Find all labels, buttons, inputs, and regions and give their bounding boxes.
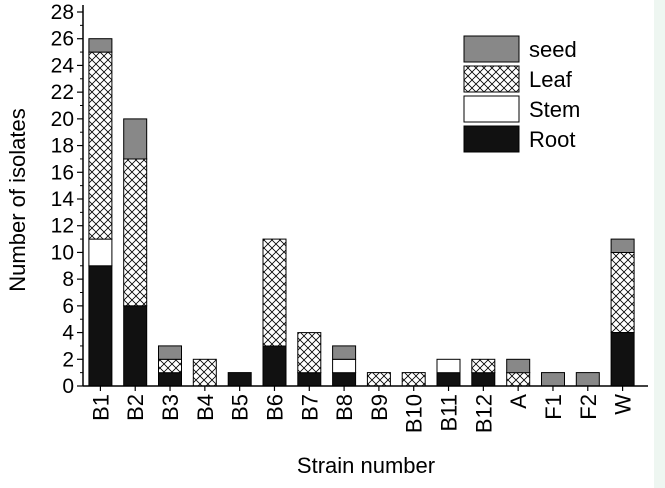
- bar-W-seed: [610, 238, 635, 254]
- x-tick-label-B2: B2: [123, 394, 148, 421]
- x-tick-label-B12: B12: [471, 394, 496, 433]
- y-tick-label-20: 20: [51, 108, 74, 131]
- x-tick-label-B7: B7: [297, 394, 322, 421]
- bar-B12-root: [471, 372, 496, 387]
- y-axis-title: Number of isolates: [5, 108, 30, 291]
- bar-B1-stem: [88, 238, 113, 267]
- bar-B6-leaf: [262, 238, 287, 347]
- bar-A-leaf: [506, 372, 531, 387]
- x-tick-label-F2: F2: [576, 394, 601, 420]
- legend-label-leaf: Leaf: [529, 67, 573, 92]
- bar-B8-seed: [332, 345, 357, 360]
- y-tick-label-12: 12: [51, 215, 74, 238]
- x-tick-label-A: A: [506, 394, 531, 409]
- bar-B12-leaf: [471, 358, 496, 374]
- x-tick-label-B3: B3: [158, 394, 183, 421]
- bar-F1-seed: [541, 372, 565, 387]
- bar-F2-seed: [575, 372, 600, 387]
- x-tick-label-B11: B11: [437, 394, 462, 432]
- bar-B11-stem: [436, 358, 461, 374]
- x-tick-label-B9: B9: [367, 394, 392, 421]
- x-axis-title: Strain number: [297, 453, 435, 478]
- bar-B2-root: [123, 305, 148, 387]
- legend-swatch-stem: [463, 95, 520, 123]
- bar-B7-leaf: [297, 332, 322, 374]
- x-tick-label-F1: F1: [541, 394, 566, 420]
- bar-B3-leaf: [158, 358, 182, 374]
- y-tick-label-24: 24: [51, 54, 75, 77]
- x-tick-label-B10: B10: [402, 394, 427, 433]
- y-tick-label-10: 10: [51, 241, 74, 264]
- y-tick-label-28: 28: [51, 1, 74, 24]
- y-tick-label-26: 26: [51, 28, 74, 51]
- right-edge-strip: [654, 0, 665, 488]
- bar-B2-seed: [123, 118, 148, 160]
- legend-label-stem: Stem: [529, 97, 580, 122]
- x-tick-label-W: W: [611, 394, 636, 415]
- bar-B3-root: [158, 372, 182, 387]
- y-tick-label-22: 22: [51, 81, 74, 104]
- bar-B1-seed: [88, 38, 113, 53]
- y-tick-label-8: 8: [62, 268, 74, 291]
- bar-W-leaf: [610, 251, 635, 333]
- legend-swatch-leaf: [463, 65, 520, 93]
- x-tick-label-B6: B6: [262, 394, 287, 421]
- bar-B10-leaf: [401, 372, 426, 387]
- legend-swatch-root: [463, 125, 520, 153]
- legend-label-root: Root: [529, 127, 575, 152]
- bar-B7-root: [297, 372, 322, 387]
- x-tick-label-B8: B8: [332, 394, 357, 421]
- axes: B1 B2 B3 B4 B5 B6 B7 B8 B9 B10 B11 B12 A F1 F2 W0246810…: [51, 1, 648, 433]
- y-tick-label-6: 6: [62, 295, 74, 318]
- y-tick-label-14: 14: [51, 188, 75, 211]
- y-tick-label-16: 16: [51, 161, 74, 184]
- x-tick-label-B5: B5: [228, 394, 253, 421]
- bar-W-root: [610, 332, 635, 387]
- bar-B8-stem: [332, 358, 357, 374]
- bar-B4-leaf: [192, 358, 217, 387]
- bar-B11-root: [436, 372, 461, 387]
- bar-B2-leaf: [123, 158, 148, 307]
- bar-B8-root: [332, 372, 357, 387]
- plot-area: [88, 38, 635, 387]
- x-tick-label-B1: B1: [88, 394, 113, 421]
- y-tick-label-2: 2: [62, 348, 74, 371]
- bar-B6-root: [262, 345, 287, 387]
- bar-B3-seed: [158, 345, 182, 360]
- bar-B1-leaf: [88, 51, 113, 240]
- bar-B5-root: [227, 372, 252, 387]
- legend-swatch-seed: [463, 35, 520, 63]
- y-tick-label-4: 4: [62, 322, 74, 345]
- y-tick-label-18: 18: [51, 135, 74, 158]
- bar-B9-leaf: [366, 372, 391, 387]
- x-tick-label-B4: B4: [193, 394, 218, 421]
- y-tick-label-0: 0: [62, 375, 74, 398]
- bar-B1-root: [88, 265, 113, 387]
- legend-label-seed: seed: [529, 37, 577, 62]
- bar-A-seed: [506, 358, 531, 374]
- legend: seed Leaf Stem Root: [463, 35, 580, 153]
